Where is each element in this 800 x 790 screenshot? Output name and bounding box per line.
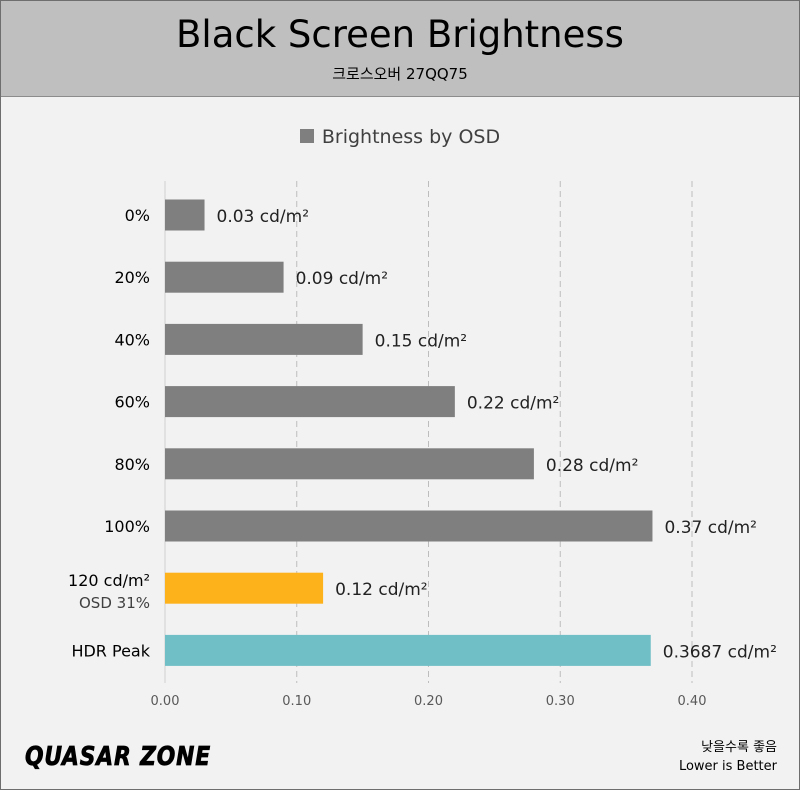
bar <box>165 572 324 604</box>
quasarzone-logo: QUASAR ZONE <box>25 736 215 774</box>
chart-legend: Brightness by OSD <box>1 126 799 148</box>
value-label: 0.22 cd/m² <box>467 394 559 414</box>
category-label: 40% <box>114 330 150 349</box>
bar <box>165 323 363 355</box>
category-sublabel: OSD 31% <box>79 594 150 612</box>
x-tick-label: 0.30 <box>546 694 575 709</box>
value-label: 0.12 cd/m² <box>335 580 428 600</box>
x-tick-label: 0.20 <box>414 694 443 709</box>
legend-label: Brightness by OSD <box>321 126 501 148</box>
value-label: 0.37 cd/m² <box>664 518 757 538</box>
bar <box>165 448 534 480</box>
svg-text:QUASAR ZONE: QUASAR ZONE <box>25 742 211 770</box>
category-label: 120 cd/m² <box>68 571 150 590</box>
x-tick-label: 0.00 <box>151 694 180 709</box>
value-label: 0.03 cd/m² <box>217 207 310 227</box>
value-label: 0.3687 cd/m² <box>663 642 777 662</box>
value-label: 0.28 cd/m² <box>546 456 639 476</box>
category-label: HDR Peak <box>71 641 150 660</box>
quasarzone-logo-mark: QUASAR ZONE <box>25 742 211 773</box>
bar <box>165 510 653 542</box>
bar <box>165 386 455 418</box>
chart-header: Black Screen Brightness 크로스오버 27QQ75 <box>1 1 799 97</box>
category-label: 60% <box>114 393 150 412</box>
legend-swatch <box>299 129 314 143</box>
value-label: 0.15 cd/m² <box>375 331 468 351</box>
bar <box>165 261 284 293</box>
chart-subtitle: 크로스오버 27QQ75 <box>332 65 468 83</box>
category-label: 20% <box>114 268 150 287</box>
x-tick-label: 0.40 <box>678 694 707 709</box>
bar <box>165 634 651 666</box>
category-label: 0% <box>125 206 150 225</box>
category-label: 80% <box>114 455 150 474</box>
chart-title: Black Screen Brightness <box>176 13 624 56</box>
x-tick-label: 0.10 <box>282 694 311 709</box>
footer-note-english: Lower is Better <box>678 759 777 774</box>
bar <box>165 199 205 231</box>
footer-note-korean: 낮을수록 좋음 <box>701 740 777 755</box>
category-label: 100% <box>104 517 150 536</box>
footer-note: 낮을수록 좋음 Lower is Better <box>679 738 777 776</box>
value-label: 0.09 cd/m² <box>296 269 389 289</box>
